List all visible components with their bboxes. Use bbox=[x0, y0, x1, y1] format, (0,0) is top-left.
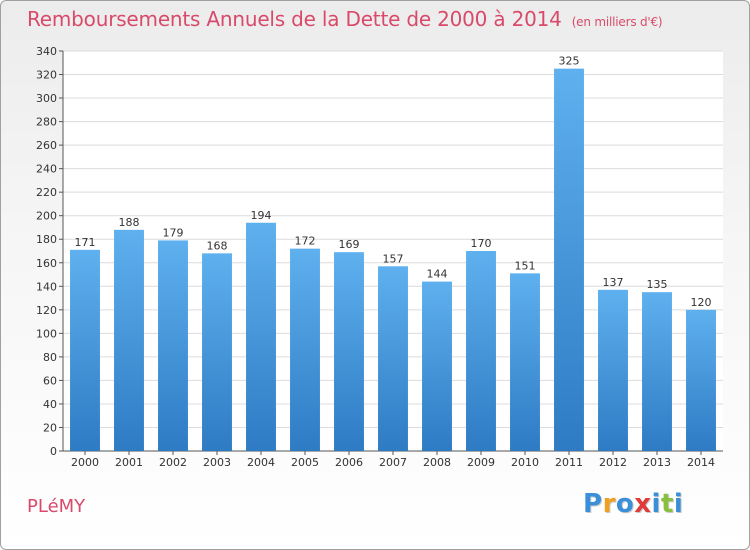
bar-value-label: 151 bbox=[515, 259, 536, 272]
y-tick-label: 180 bbox=[36, 233, 57, 246]
bar-value-label: 137 bbox=[603, 276, 624, 289]
x-tick-label: 2014 bbox=[687, 456, 715, 469]
x-tick-label: 2001 bbox=[115, 456, 143, 469]
y-tick-label: 160 bbox=[36, 257, 57, 270]
bar-value-label: 170 bbox=[471, 237, 492, 250]
y-tick-label: 280 bbox=[36, 116, 57, 129]
bar bbox=[158, 240, 188, 451]
bar-value-label: 188 bbox=[119, 216, 140, 229]
y-tick-label: 260 bbox=[36, 139, 57, 152]
bar bbox=[114, 229, 144, 451]
bar bbox=[466, 251, 496, 451]
x-tick-label: 2012 bbox=[599, 456, 627, 469]
bar bbox=[334, 252, 364, 451]
x-tick-label: 2000 bbox=[71, 456, 99, 469]
y-tick-label: 100 bbox=[36, 327, 57, 340]
logo-letter: r bbox=[602, 489, 616, 519]
proxiti-logo: Proxiti bbox=[583, 489, 683, 519]
bar-value-label: 325 bbox=[559, 55, 580, 68]
logo-letter: i bbox=[673, 489, 684, 519]
logo-letter: o bbox=[615, 489, 635, 519]
bar-value-label: 144 bbox=[427, 268, 448, 281]
y-tick-label: 320 bbox=[36, 69, 57, 82]
logo-letter: t bbox=[660, 489, 674, 519]
bar-value-label: 168 bbox=[207, 239, 228, 252]
y-tick-label: 220 bbox=[36, 186, 57, 199]
bar bbox=[378, 266, 408, 451]
y-tick-label: 340 bbox=[36, 45, 57, 58]
x-tick-label: 2010 bbox=[511, 456, 539, 469]
x-tick-label: 2006 bbox=[335, 456, 363, 469]
bar bbox=[598, 289, 628, 451]
bar-value-label: 171 bbox=[75, 236, 96, 249]
y-tick-label: 240 bbox=[36, 163, 57, 176]
bar bbox=[202, 253, 232, 451]
y-tick-label: 120 bbox=[36, 304, 57, 317]
bar-value-label: 169 bbox=[339, 238, 360, 251]
x-tick-label: 2002 bbox=[159, 456, 187, 469]
bar-value-label: 194 bbox=[251, 209, 272, 222]
town-name: PLéMY bbox=[27, 496, 86, 517]
x-tick-label: 2003 bbox=[203, 456, 231, 469]
bar-value-label: 172 bbox=[295, 235, 316, 248]
bar-value-label: 135 bbox=[647, 278, 668, 291]
y-tick-label: 0 bbox=[50, 445, 57, 458]
y-tick-label: 80 bbox=[43, 351, 57, 364]
logo-letter: i bbox=[651, 489, 661, 519]
bar-value-label: 157 bbox=[383, 252, 404, 265]
bar bbox=[554, 68, 584, 451]
bar-value-label: 120 bbox=[691, 296, 712, 309]
x-tick-label: 2008 bbox=[423, 456, 451, 469]
bar bbox=[422, 281, 452, 451]
bar bbox=[510, 273, 540, 451]
chart-title: Remboursements Annuels de la Dette de 20… bbox=[27, 7, 663, 31]
bar bbox=[686, 309, 716, 451]
chart-title-text: Remboursements Annuels de la Dette de 20… bbox=[27, 7, 562, 31]
y-tick-label: 300 bbox=[36, 92, 57, 105]
bar-value-label: 179 bbox=[163, 226, 184, 239]
x-tick-label: 2005 bbox=[291, 456, 319, 469]
y-tick-label: 20 bbox=[43, 421, 57, 434]
y-tick-label: 40 bbox=[43, 398, 57, 411]
bar bbox=[642, 292, 672, 451]
y-tick-label: 60 bbox=[43, 374, 57, 387]
bar bbox=[70, 249, 100, 451]
y-tick-label: 140 bbox=[36, 280, 57, 293]
bar bbox=[246, 222, 276, 451]
x-tick-label: 2009 bbox=[467, 456, 495, 469]
y-tick-label: 200 bbox=[36, 210, 57, 223]
x-tick-label: 2011 bbox=[555, 456, 583, 469]
chart-subtitle: (en milliers d'€) bbox=[571, 15, 663, 29]
bar bbox=[290, 248, 320, 451]
x-tick-label: 2007 bbox=[379, 456, 407, 469]
x-tick-label: 2013 bbox=[643, 456, 671, 469]
logo-letter: x bbox=[634, 489, 652, 519]
logo-letter: P bbox=[583, 489, 603, 519]
x-tick-label: 2004 bbox=[247, 456, 275, 469]
